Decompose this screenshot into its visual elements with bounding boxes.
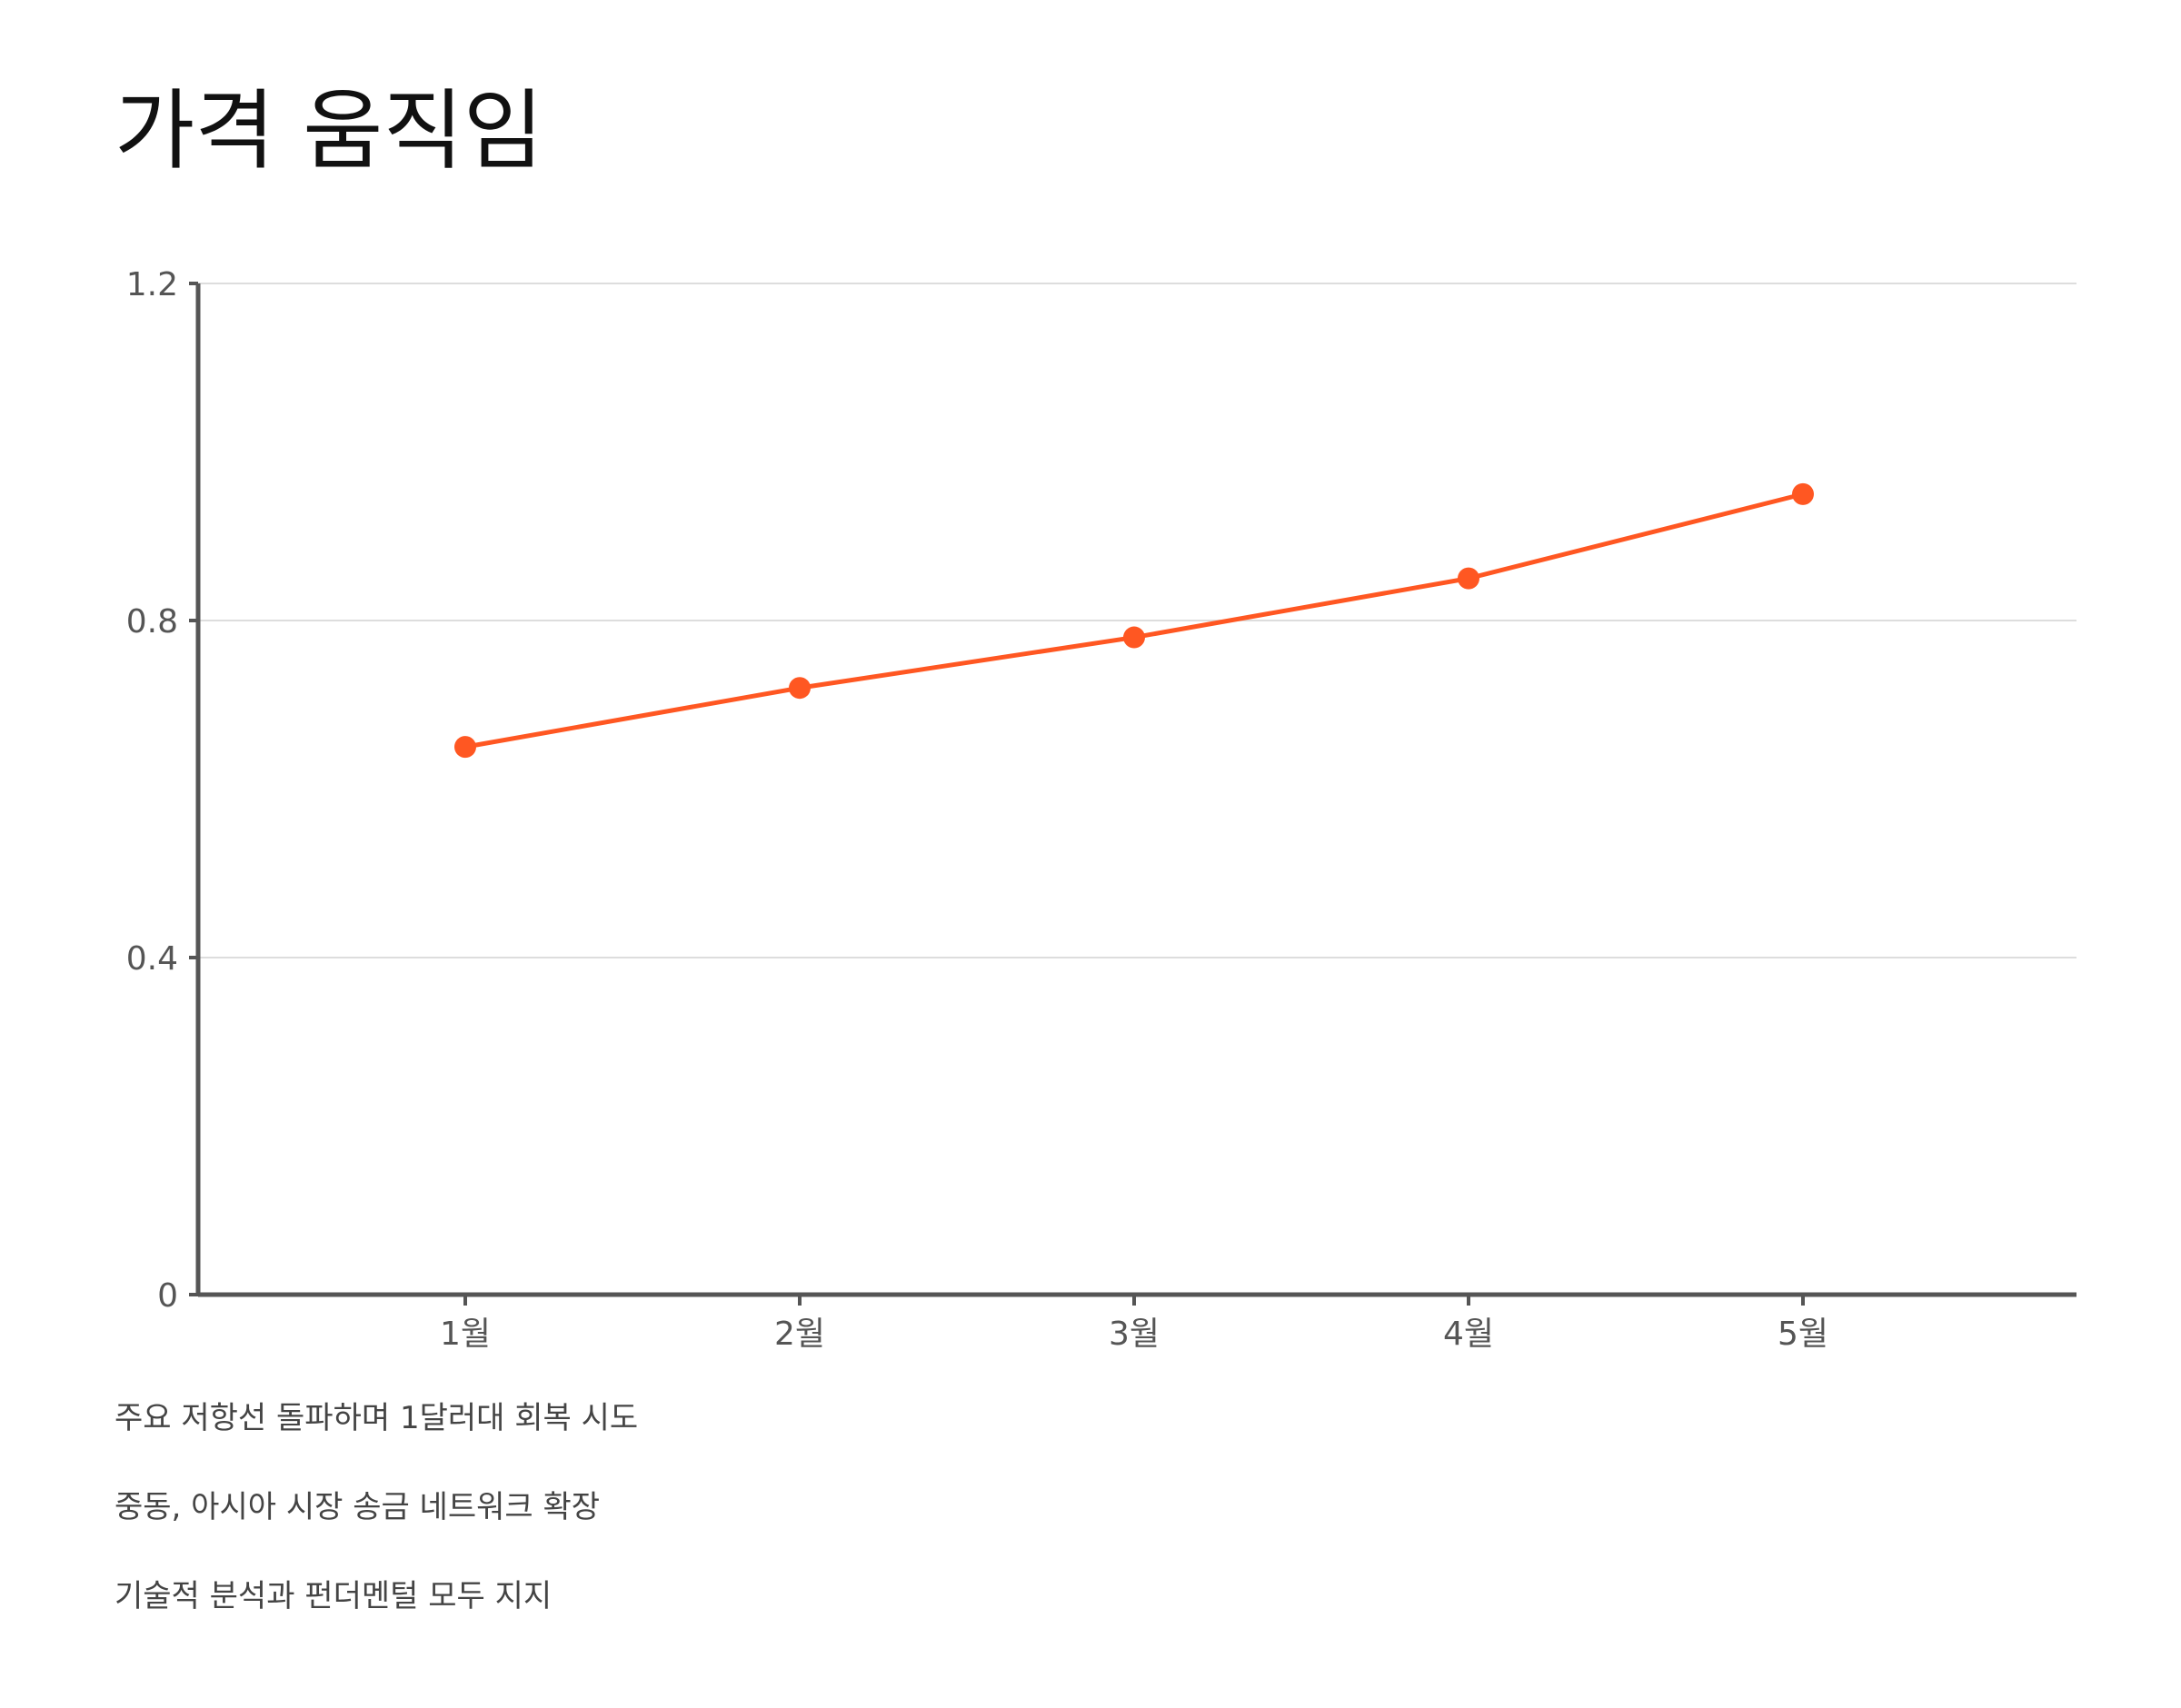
note-item: 주요 저항선 돌파하며 1달러대 회복 시도 bbox=[115, 1400, 639, 1436]
y-tick-label: 0 bbox=[157, 1277, 178, 1315]
data-point bbox=[454, 736, 476, 759]
x-tick-label: 1월 bbox=[440, 1316, 491, 1353]
grid-lines bbox=[198, 283, 2076, 958]
data-point bbox=[789, 677, 811, 700]
y-tick-label: 0.4 bbox=[126, 940, 178, 978]
page-title: 가격 움직임 bbox=[115, 80, 544, 182]
note-item: 기술적 분석과 펀더멘털 모두 지지 bbox=[115, 1578, 553, 1614]
x-tick-label: 5월 bbox=[1778, 1316, 1828, 1353]
x-tick-label: 4월 bbox=[1443, 1316, 1494, 1353]
y-tick-label: 1.2 bbox=[126, 266, 178, 303]
series bbox=[454, 482, 1814, 759]
note-item: 중동, 아시아 시장 송금 네트워크 확장 bbox=[115, 1489, 601, 1525]
y-tick-label: 0.8 bbox=[126, 603, 178, 640]
price-line-chart: 0 0.4 0.8 1.2 1월 2월 3월 4월 5월 bbox=[126, 266, 2076, 1353]
x-tick-label: 3월 bbox=[1109, 1316, 1160, 1353]
data-point bbox=[1458, 567, 1479, 590]
x-tick-label: 2월 bbox=[774, 1316, 825, 1353]
data-point bbox=[1792, 482, 1814, 505]
data-point bbox=[1123, 626, 1145, 649]
axes bbox=[189, 282, 2076, 1306]
tick-labels: 0 0.4 0.8 1.2 1월 2월 3월 4월 5월 bbox=[126, 266, 1828, 1353]
notes-list: 주요 저항선 돌파하며 1달러대 회복 시도 중동, 아시아 시장 송금 네트워… bbox=[115, 1399, 638, 1666]
